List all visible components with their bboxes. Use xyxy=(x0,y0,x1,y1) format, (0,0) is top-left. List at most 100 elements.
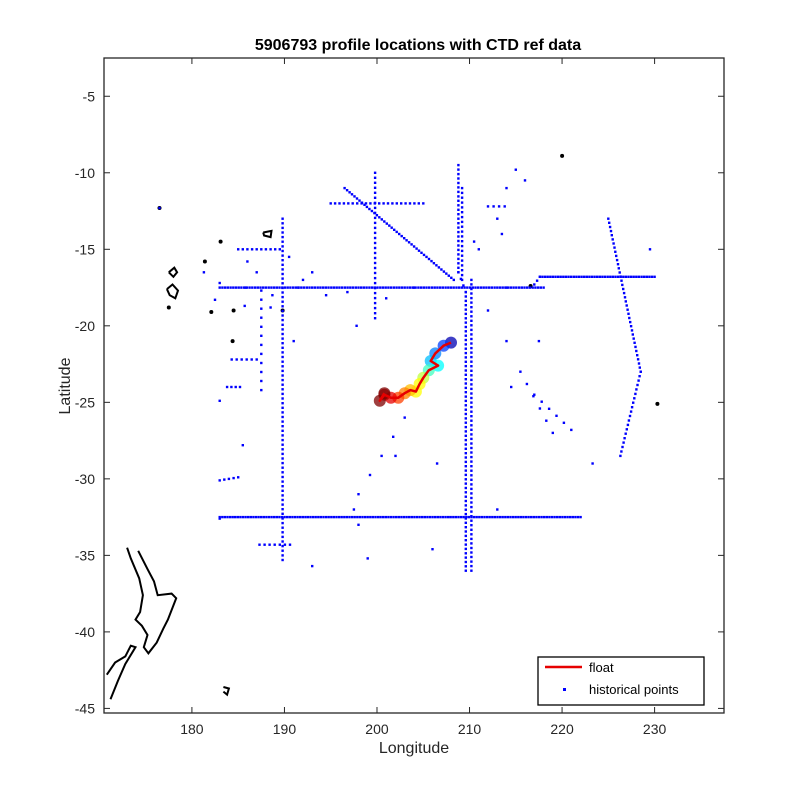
historical-point xyxy=(460,225,464,228)
historical-point xyxy=(361,515,364,519)
historical-point xyxy=(465,515,468,519)
historical-point xyxy=(533,393,536,396)
historical-point xyxy=(457,230,460,234)
historical-point xyxy=(527,515,530,519)
historical-point xyxy=(554,275,557,278)
historical-point xyxy=(464,556,467,559)
historical-point xyxy=(619,454,622,458)
historical-point xyxy=(629,325,633,328)
historical-point xyxy=(412,286,416,289)
historical-point xyxy=(281,517,284,520)
historical-point xyxy=(464,447,467,450)
legend-historical-label: historical points xyxy=(589,682,679,697)
historical-point xyxy=(226,515,229,519)
historical-point xyxy=(386,202,390,205)
historical-point xyxy=(640,275,643,278)
historical-point xyxy=(234,385,237,389)
historical-point xyxy=(538,275,542,278)
historical-point xyxy=(289,286,292,289)
historical-point xyxy=(422,253,426,257)
historical-point xyxy=(626,423,630,427)
historical-point xyxy=(373,291,377,295)
historical-point xyxy=(519,515,523,519)
historical-point xyxy=(630,329,634,332)
historical-point xyxy=(432,262,436,265)
historical-point xyxy=(240,286,243,289)
historical-point xyxy=(281,309,284,313)
historical-point xyxy=(635,275,638,278)
historical-point xyxy=(444,286,447,289)
historical-point xyxy=(400,202,403,205)
island-mark xyxy=(655,401,660,406)
historical-point xyxy=(442,270,446,273)
historical-point xyxy=(223,515,227,519)
historical-point xyxy=(464,290,467,294)
historical-point xyxy=(545,419,548,422)
historical-point xyxy=(365,286,368,289)
historical-point xyxy=(531,286,534,289)
historical-point xyxy=(218,479,221,482)
historical-point xyxy=(457,208,460,211)
coastline xyxy=(262,229,273,239)
historical-point xyxy=(313,286,317,289)
historical-point xyxy=(625,304,628,307)
historical-point xyxy=(281,277,284,280)
historical-point xyxy=(470,451,473,454)
historical-point xyxy=(564,275,568,278)
historical-point xyxy=(569,515,572,519)
historical-point xyxy=(373,296,377,300)
historical-point xyxy=(356,202,359,205)
historical-point xyxy=(373,226,377,230)
historical-point xyxy=(537,339,541,343)
island-mark xyxy=(209,310,214,314)
historical-point xyxy=(281,544,284,548)
historical-point xyxy=(385,222,388,225)
historical-point xyxy=(472,515,476,519)
historical-point xyxy=(485,515,489,519)
historical-point xyxy=(470,487,473,491)
historical-point xyxy=(636,383,639,387)
historical-point xyxy=(460,264,464,267)
historical-point xyxy=(464,486,467,490)
historical-point xyxy=(375,214,379,217)
historical-point xyxy=(281,291,284,294)
island-mark xyxy=(218,239,223,244)
historical-point xyxy=(281,374,284,377)
historical-point xyxy=(470,437,473,441)
historical-point xyxy=(533,283,536,286)
historical-point xyxy=(470,469,473,472)
historical-point xyxy=(464,534,467,538)
historical-point xyxy=(519,370,522,373)
historical-point xyxy=(457,190,460,194)
historical-point xyxy=(273,515,276,519)
historical-point xyxy=(470,306,473,309)
y-tick-label: -35 xyxy=(75,547,95,563)
historical-point xyxy=(260,316,263,319)
historical-point xyxy=(343,186,346,190)
historical-point xyxy=(540,400,543,403)
historical-point xyxy=(486,205,490,208)
historical-point xyxy=(294,286,298,289)
historical-point xyxy=(281,397,284,400)
historical-point xyxy=(474,286,477,289)
historical-point xyxy=(218,281,221,285)
historical-point xyxy=(452,515,455,519)
historical-point xyxy=(262,515,265,519)
historical-point xyxy=(308,286,311,289)
historical-point xyxy=(532,395,535,398)
historical-point xyxy=(281,235,284,239)
historical-point xyxy=(470,360,473,363)
historical-point xyxy=(405,515,408,519)
historical-point xyxy=(281,549,284,552)
historical-point xyxy=(330,286,333,289)
historical-point xyxy=(376,286,379,289)
historical-point xyxy=(470,355,473,359)
historical-point xyxy=(563,515,567,519)
historical-point xyxy=(464,508,467,511)
historical-point xyxy=(370,286,374,289)
historical-point xyxy=(622,441,625,444)
historical-point xyxy=(460,196,464,199)
historical-point xyxy=(379,515,382,519)
historical-point xyxy=(570,428,573,432)
historical-point xyxy=(369,202,372,205)
